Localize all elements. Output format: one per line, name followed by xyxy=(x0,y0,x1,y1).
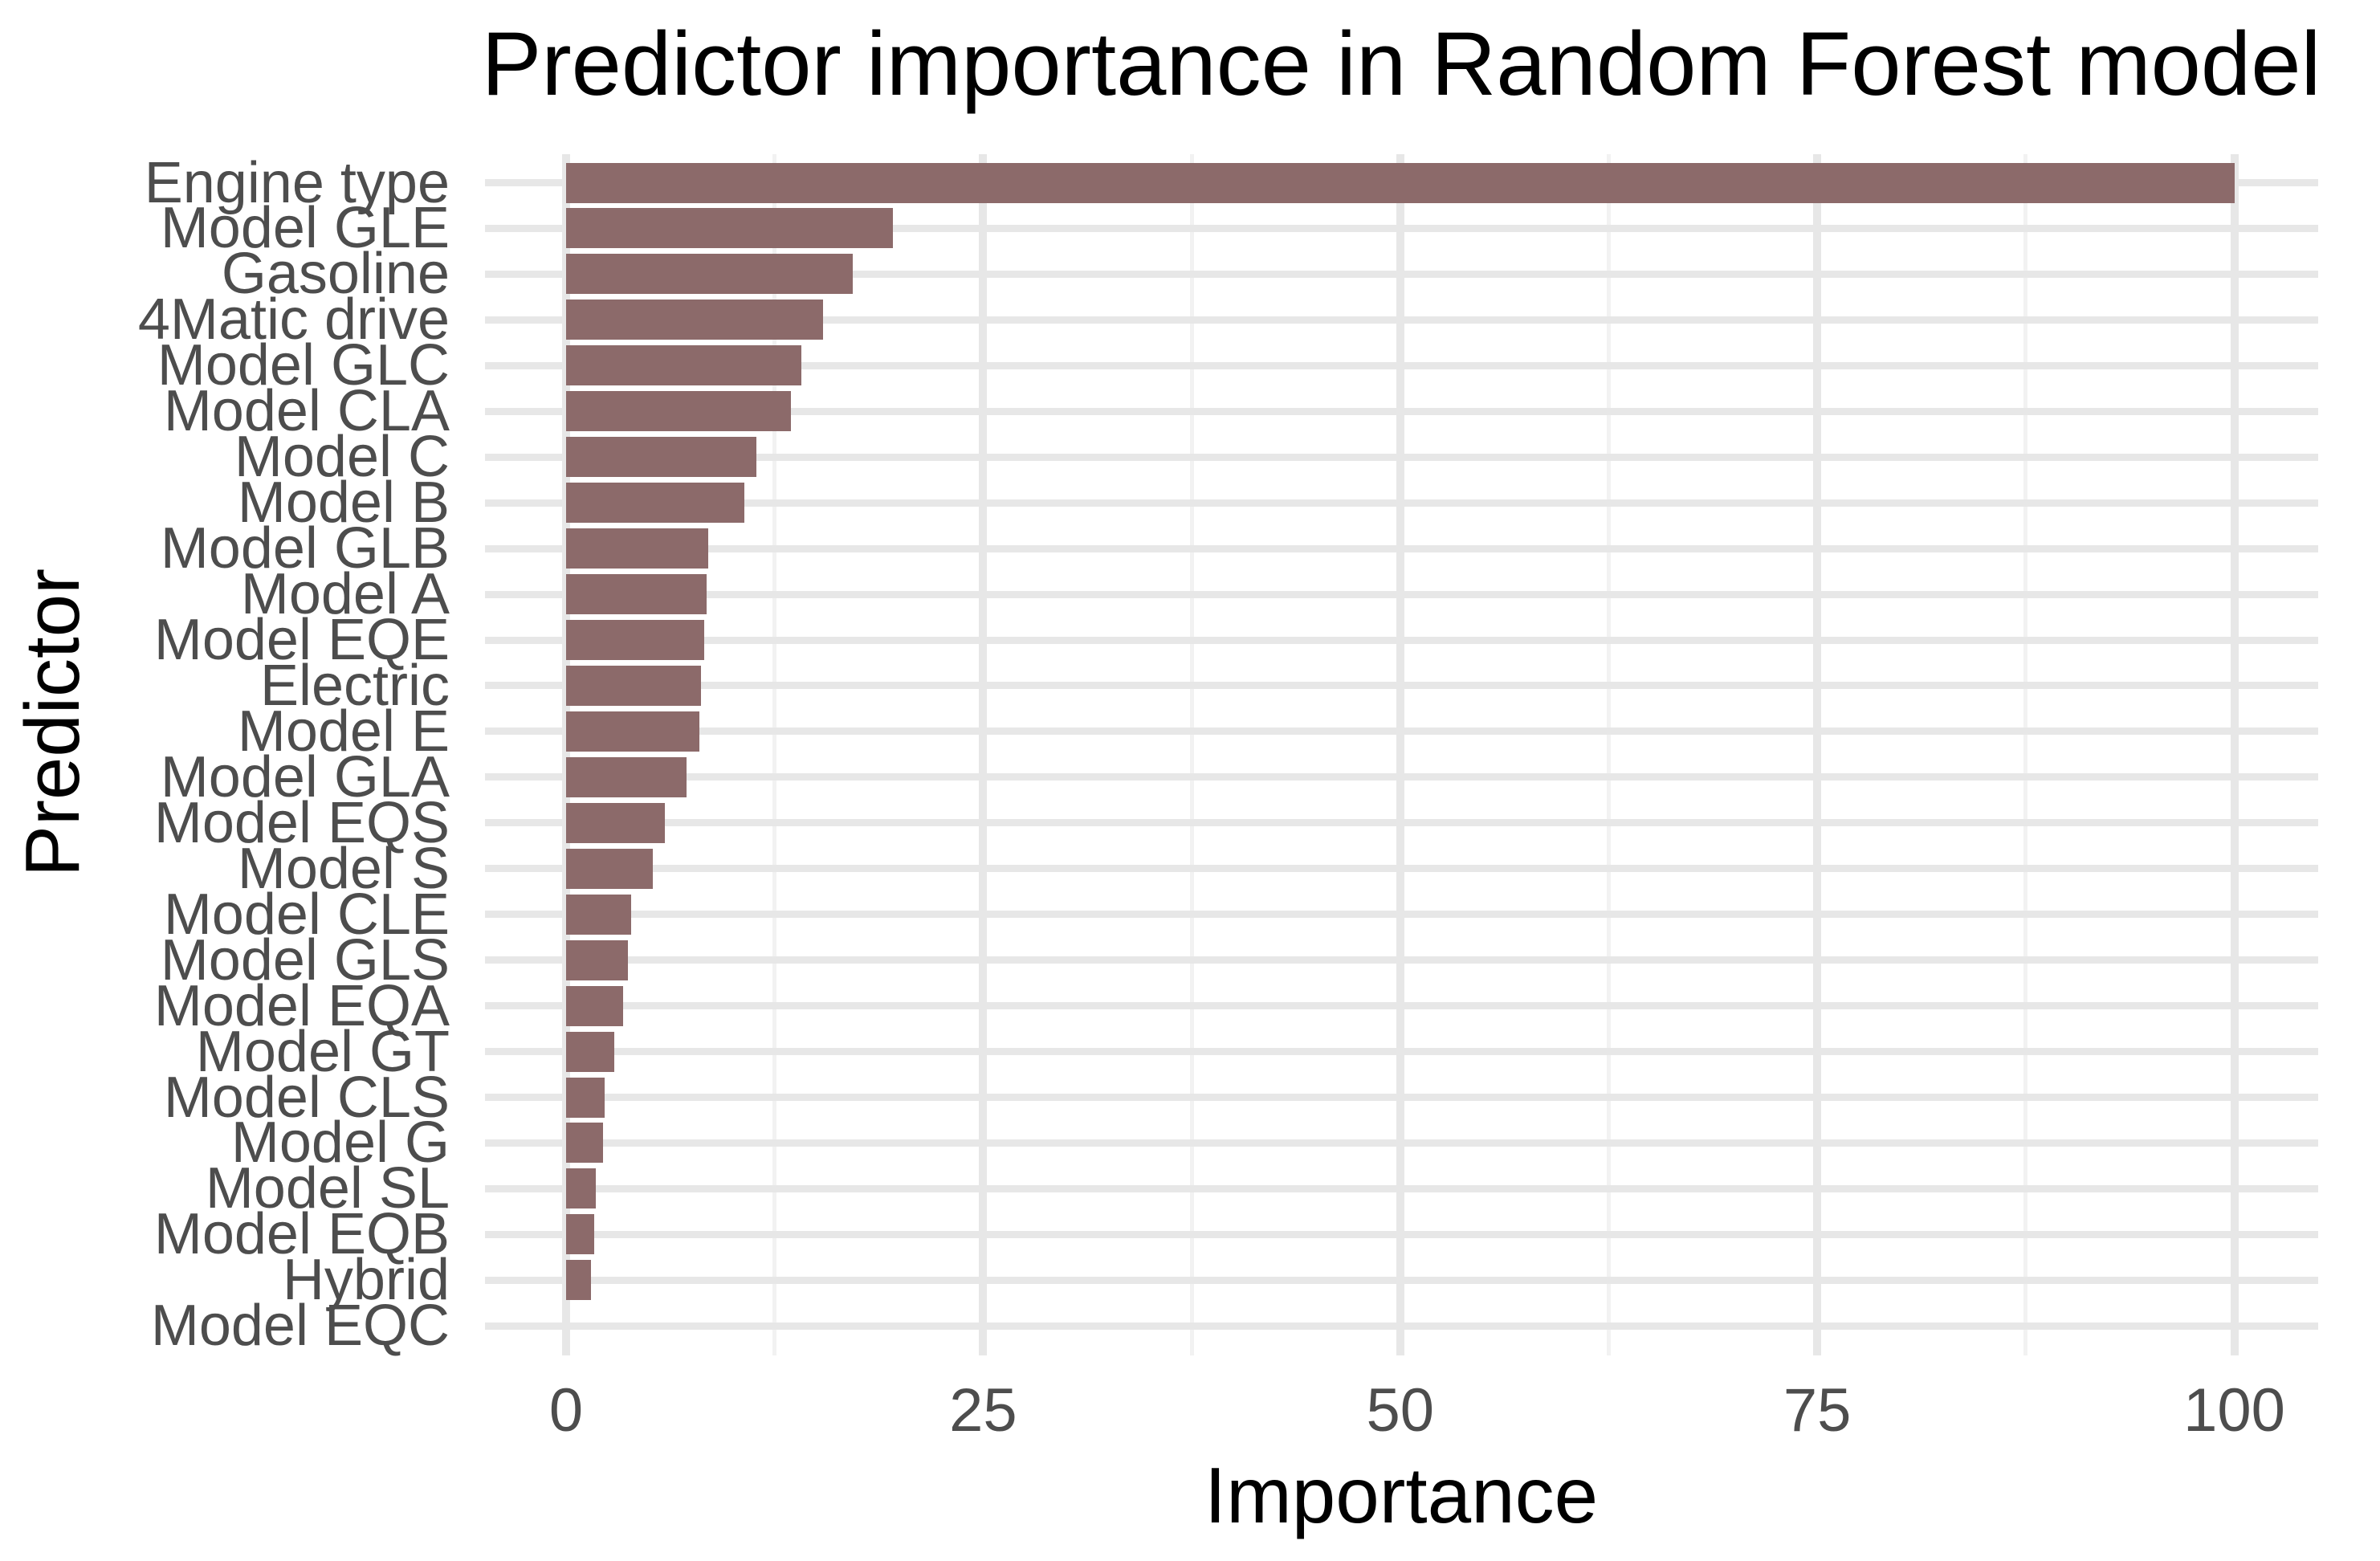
y-tick-label: Model CLS xyxy=(163,1065,450,1130)
y-tick-label: Model SL xyxy=(205,1156,450,1221)
bar-model-gls xyxy=(566,939,628,980)
v-gridline-minor xyxy=(1189,154,1194,1355)
bar-model-glb xyxy=(566,528,708,569)
bar-model-gt xyxy=(566,1031,615,1072)
h-gridline xyxy=(485,728,2318,736)
bar-model-c xyxy=(566,437,756,478)
h-gridline xyxy=(485,636,2318,644)
h-gridline xyxy=(485,316,2318,324)
v-gridline-major xyxy=(2230,154,2239,1355)
bar-model-e xyxy=(566,711,700,752)
y-tick-label: Model GLC xyxy=(157,333,450,398)
bar-model-g xyxy=(566,1123,603,1164)
bar-model-cls xyxy=(566,1077,605,1118)
v-gridline-major xyxy=(1396,154,1404,1355)
bar-engine-type xyxy=(566,162,2235,203)
bar-model-a xyxy=(566,574,707,615)
y-tick-label: Electric xyxy=(259,653,450,718)
h-gridline xyxy=(485,361,2318,369)
x-axis-title: Importance xyxy=(1204,1451,1599,1539)
y-tick-label: Engine type xyxy=(144,150,450,215)
y-tick-label: Model EQC xyxy=(150,1294,450,1359)
h-gridline xyxy=(485,1094,2318,1101)
bar-model-cle xyxy=(566,894,632,935)
bar-model-b xyxy=(566,483,745,524)
x-tick-label: 50 xyxy=(1366,1376,1435,1445)
h-gridline xyxy=(485,1322,2318,1330)
h-gridline xyxy=(485,865,2318,873)
h-gridline xyxy=(485,956,2318,964)
x-tick-label: 0 xyxy=(548,1376,584,1445)
y-tick-label: 4Matic drive xyxy=(137,287,450,353)
v-gridline-minor xyxy=(2023,154,2028,1355)
y-tick-label: Model G xyxy=(230,1111,450,1176)
y-tick-label: Model GLE xyxy=(160,196,450,261)
h-gridline xyxy=(485,224,2318,232)
v-gridline-minor xyxy=(772,154,777,1355)
y-tick-label: Model S xyxy=(237,836,450,901)
h-gridline xyxy=(485,453,2318,461)
x-tick-label: 75 xyxy=(1783,1376,1852,1445)
bar-model-s xyxy=(566,848,654,889)
h-gridline xyxy=(485,682,2318,690)
y-tick-label: Model A xyxy=(240,562,450,627)
y-tick-label: Model GLS xyxy=(160,927,450,992)
bar-model-sl xyxy=(566,1168,597,1209)
bar-model-gla xyxy=(566,756,687,797)
y-tick-label: Model EQE xyxy=(153,608,450,672)
h-gridline xyxy=(485,911,2318,919)
h-gridline xyxy=(485,819,2318,827)
h-gridline xyxy=(485,1230,2318,1238)
h-gridline xyxy=(485,544,2318,552)
bar-model-gle xyxy=(566,208,894,249)
y-tick-label: Model EQA xyxy=(153,973,450,1038)
h-gridline xyxy=(485,407,2318,415)
v-gridline-major xyxy=(1813,154,1822,1355)
plot-panel xyxy=(485,154,2318,1355)
v-gridline-minor xyxy=(1606,154,1611,1355)
bar-hybrid xyxy=(566,1260,592,1301)
h-gridline xyxy=(485,590,2318,598)
bar-model-eqb xyxy=(566,1214,595,1255)
h-gridline xyxy=(485,773,2318,781)
h-gridline xyxy=(485,1184,2318,1192)
v-gridline-major xyxy=(562,154,570,1355)
x-tick-label: 25 xyxy=(949,1376,1017,1445)
h-gridline xyxy=(485,1002,2318,1010)
bar-model-glc xyxy=(566,345,801,386)
x-tick-label: 100 xyxy=(2183,1376,2285,1445)
bar-model-eqa xyxy=(566,985,623,1026)
y-tick-label: Model C xyxy=(234,425,450,490)
bar-gasoline xyxy=(566,254,854,295)
h-gridline xyxy=(485,1276,2318,1284)
y-tick-label: Model EQS xyxy=(153,790,450,855)
y-tick-label: Gasoline xyxy=(221,242,450,307)
y-axis-tick-labels: Engine type Model GLE Gasoline 4Matic drive… xyxy=(0,154,450,1355)
bar-model-cla xyxy=(566,391,792,432)
y-tick-label: Model EQB xyxy=(153,1202,450,1267)
y-tick-label: Hybrid xyxy=(282,1248,450,1313)
h-gridline xyxy=(485,1048,2318,1056)
bar-model-eqe xyxy=(566,620,705,660)
y-tick-label: Model B xyxy=(237,471,450,536)
y-tick-label: Model CLA xyxy=(163,379,450,444)
bar-4matic-drive xyxy=(566,300,823,340)
h-gridline xyxy=(485,1139,2318,1147)
chart-title: Predictor importance in Random Forest mo… xyxy=(481,14,2321,114)
bar-model-eqs xyxy=(566,802,665,843)
v-gridline-major xyxy=(979,154,988,1355)
y-tick-label: Model GT xyxy=(195,1019,450,1084)
bar-electric xyxy=(566,665,702,706)
y-tick-label: Model GLA xyxy=(160,744,450,809)
y-tick-label: Model E xyxy=(237,699,450,764)
h-gridline xyxy=(485,270,2318,278)
h-gridline xyxy=(485,499,2318,507)
y-tick-label: Model CLE xyxy=(163,882,450,947)
y-tick-label: Model GLB xyxy=(160,516,450,581)
